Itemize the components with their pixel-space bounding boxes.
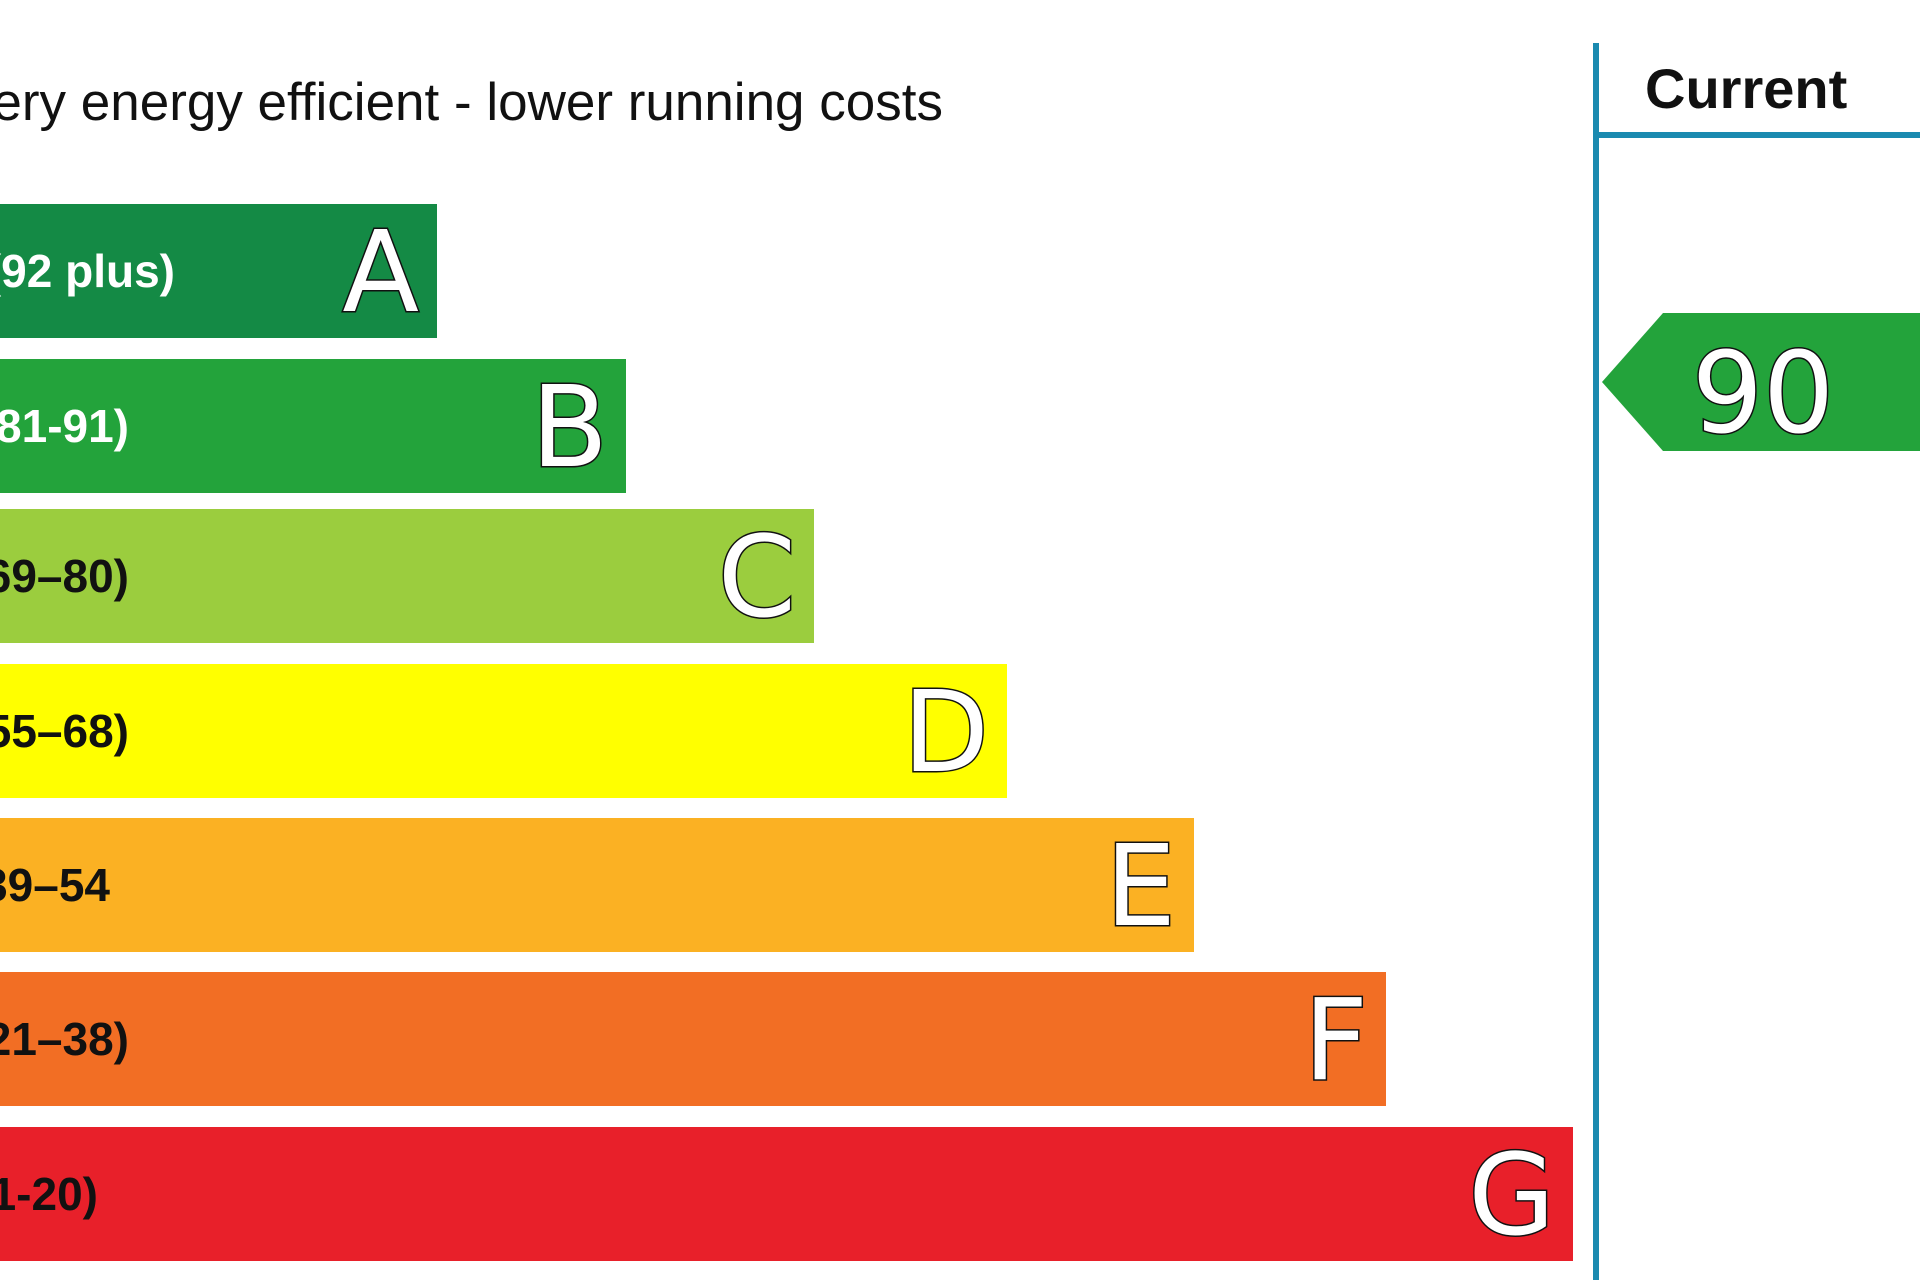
band-bar: [0, 972, 1386, 1106]
band-bar: [0, 359, 626, 493]
current-value: 90: [1692, 329, 1835, 459]
band-label: (92 plus): [0, 245, 175, 297]
band-letter: B: [531, 363, 608, 493]
band-letter: E: [1105, 822, 1176, 952]
band-label: (55–68): [0, 705, 129, 757]
band-bar: [0, 509, 814, 643]
band-bar: [0, 664, 1007, 798]
band-letter: A: [342, 208, 419, 338]
band-bar: [0, 818, 1194, 952]
band-letter: C: [718, 513, 796, 643]
band-letter: F: [1304, 976, 1368, 1106]
bands: (92 plus) A (81-91) B (69–80) C (55–68) D (39–54…: [0, 204, 1573, 1263]
current-header: Current: [1645, 57, 1847, 120]
band-letter: G: [1468, 1131, 1555, 1261]
current-arrow: [1602, 313, 1920, 451]
band-bar: [0, 1127, 1573, 1261]
current-rating: 90: [1602, 313, 1920, 461]
band-bar: [0, 204, 437, 338]
title: Very energy efficient - lower running co…: [0, 73, 943, 132]
band-label: (69–80): [0, 550, 129, 602]
band-label: (21–38): [0, 1013, 129, 1065]
band-label: (1-20): [0, 1168, 98, 1220]
band-label: (39–54: [0, 859, 110, 911]
band-letter: D: [903, 668, 989, 798]
band-label: (81-91): [0, 400, 129, 452]
